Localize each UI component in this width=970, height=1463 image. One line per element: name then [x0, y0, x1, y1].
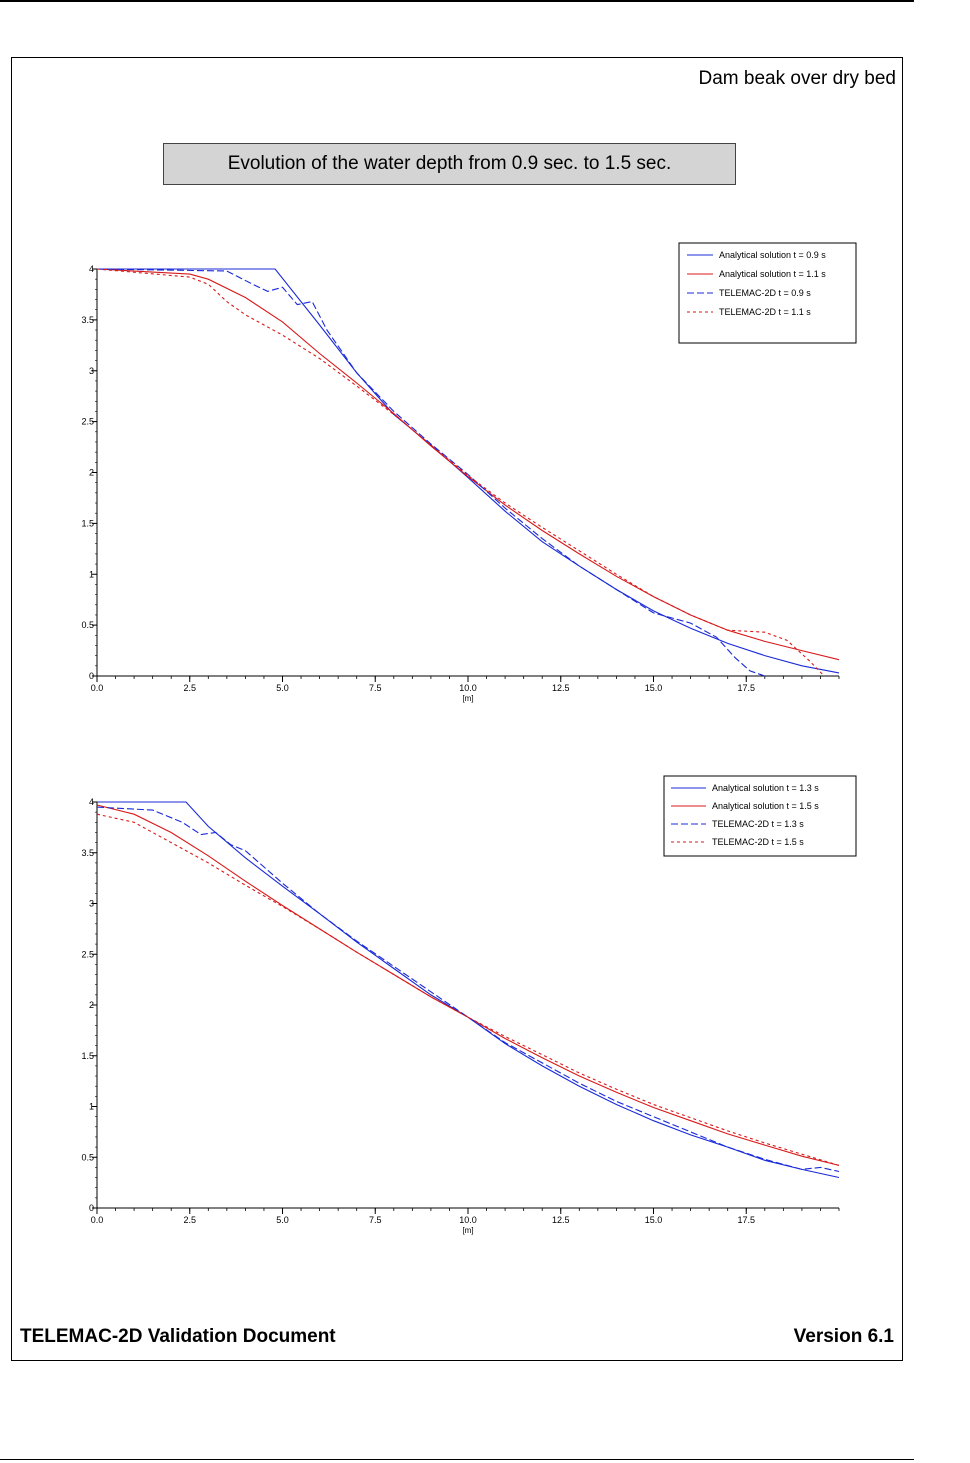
- figure-frame: Dam beak over dry bed Evolution of the w…: [11, 57, 903, 1361]
- y-tick-label: 1: [89, 1102, 94, 1112]
- y-tick-label: 1.5: [81, 1051, 94, 1061]
- legend-box: [663, 775, 857, 857]
- y-tick-label: 3.5: [81, 848, 94, 858]
- footer-version: Version 6.1: [793, 1326, 894, 1347]
- legend-label: Analytical solution t = 1.5 s: [712, 801, 819, 811]
- legend-label: Analytical solution t = 1.1 s: [719, 269, 826, 279]
- series-line: [96, 806, 840, 1173]
- x-tick-label: 5.0: [276, 1215, 289, 1225]
- y-tick-label: 1: [89, 569, 94, 579]
- legend-label: TELEMAC-2D t = 1.1 s: [719, 307, 811, 317]
- y-tick-label: 3: [89, 366, 94, 376]
- y-tick-label: 2: [89, 468, 94, 478]
- x-axis-label: [m]: [462, 694, 473, 703]
- y-tick-label: 2.5: [81, 949, 94, 959]
- y-tick-label: 4: [89, 797, 94, 807]
- series-line: [97, 268, 840, 674]
- legend-label: Analytical solution t = 1.3 s: [712, 783, 819, 793]
- series-line: [96, 268, 765, 677]
- legend-label: TELEMAC-2D t = 1.3 s: [712, 819, 804, 829]
- x-tick-label: 12.5: [552, 683, 570, 693]
- y-tick-label: 0.5: [81, 1152, 94, 1162]
- x-tick-label: 15.0: [645, 1215, 663, 1225]
- bottom-rule: [0, 1459, 914, 1460]
- legend-label: TELEMAC-2D t = 1.5 s: [712, 837, 804, 847]
- x-tick-label: 2.5: [183, 1215, 196, 1225]
- series-line: [96, 804, 840, 1166]
- x-tick-label: 5.0: [276, 683, 289, 693]
- series-line: [97, 801, 840, 1179]
- series-line: [96, 268, 825, 677]
- x-tick-label: 10.0: [459, 683, 477, 693]
- doc-title: Dam beak over dry bed: [698, 68, 897, 89]
- y-tick-label: 0: [89, 671, 94, 681]
- legend-label: TELEMAC-2D t = 0.9 s: [719, 288, 811, 298]
- top-rule: [0, 0, 914, 2]
- series-line: [96, 813, 840, 1166]
- x-tick-label: 10.0: [459, 1215, 477, 1225]
- footer-document-name: TELEMAC-2D Validation Document: [20, 1326, 336, 1347]
- y-tick-label: 3: [89, 899, 94, 909]
- x-tick-label: 2.5: [183, 683, 196, 693]
- x-tick-label: 0.0: [91, 1215, 104, 1225]
- y-tick-label: 0.5: [81, 620, 94, 630]
- x-tick-label: 0.0: [91, 683, 104, 693]
- x-tick-label: 7.5: [369, 683, 382, 693]
- y-tick-label: 3.5: [81, 315, 94, 325]
- x-tick-label: 17.5: [737, 683, 755, 693]
- y-tick-label: 2.5: [81, 417, 94, 427]
- x-tick-label: 12.5: [552, 1215, 570, 1225]
- x-tick-label: 17.5: [737, 1215, 755, 1225]
- y-tick-label: 0: [89, 1203, 94, 1213]
- y-tick-label: 2: [89, 1000, 94, 1010]
- y-tick-label: 1.5: [81, 518, 94, 528]
- y-tick-label: 4: [89, 264, 94, 274]
- x-tick-label: 15.0: [645, 683, 663, 693]
- figure-banner: Evolution of the water depth from 0.9 se…: [163, 143, 736, 185]
- x-axis-label: [m]: [462, 1226, 473, 1235]
- legend-label: Analytical solution t = 0.9 s: [719, 250, 826, 260]
- x-tick-label: 7.5: [369, 1215, 382, 1225]
